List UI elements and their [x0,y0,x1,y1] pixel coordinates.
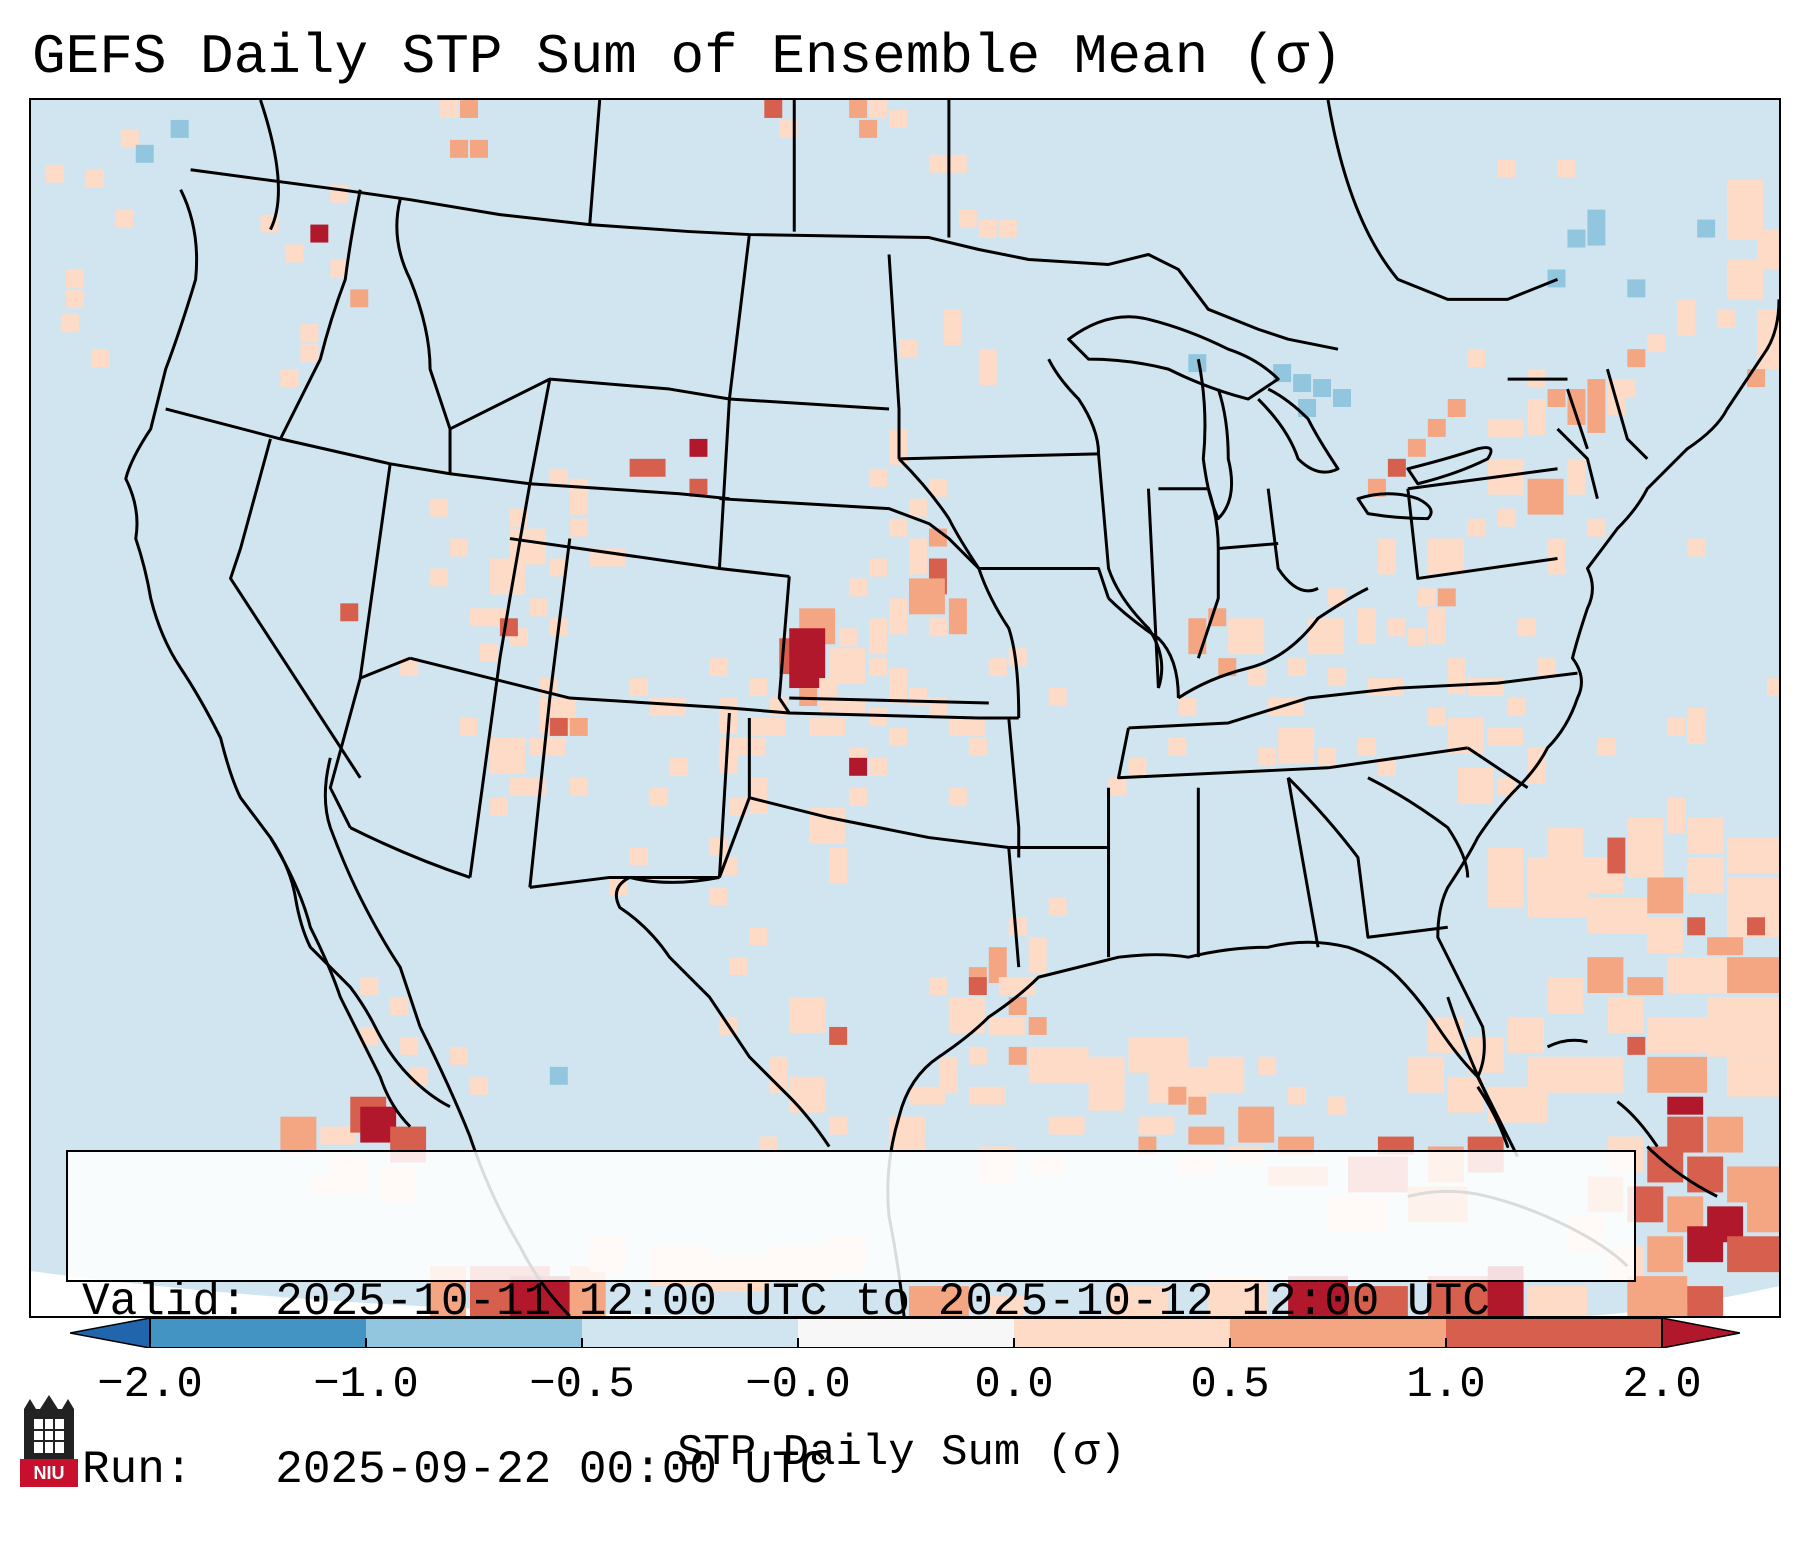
colorbar-label: STP Daily Sum (σ) [677,1428,1126,1478]
map-panel [29,98,1781,1318]
colorbar-tick-marks [149,1338,1663,1348]
off-globe-area [31,1271,730,1316]
colorbar-svg [70,1318,1740,1348]
map-title: GEFS Daily STP Sum of Ensemble Mean (σ) [32,25,1343,89]
colorbar-bin [1014,1318,1230,1348]
colorbar-bin [582,1318,798,1348]
map-canvas [31,100,1779,1316]
colorbar-over-triangle [1661,1318,1740,1348]
colorbar-tick-label: −0.5 [529,1360,635,1410]
map-outlines [124,100,1779,1316]
niu-tower-icon [20,1395,78,1487]
anomaly-cells [45,100,1779,1316]
colorbar-under-triangle [70,1318,151,1348]
info-box: Valid: 2025-10-11 12:00 UTC to 2025-10-1… [66,1150,1636,1496]
colorbar-tick-label: −2.0 [97,1360,203,1410]
colorbar-bin [1446,1318,1662,1348]
colorbar-tick-label: −0.0 [745,1360,851,1410]
colorbar-tick-label: 2.0 [1622,1360,1702,1410]
colorbar-tick-label: −1.0 [313,1360,419,1410]
colorbar-ticks: −2.0 −1.0 −0.5 −0.0 0.0 0.5 1.0 2.0 [0,1360,1803,1410]
colorbar-tick-label: 1.0 [1406,1360,1486,1410]
colorbar-bin [798,1318,1014,1348]
colorbar-bin [150,1318,366,1348]
colorbar-bin [366,1318,582,1348]
colorbar [70,1318,1740,1348]
niu-logo: NIU [20,1395,78,1491]
niu-logo-text: NIU [33,1463,65,1483]
colorbar-bin [1230,1318,1446,1348]
run-time-text: Run: 2025-09-22 00:00 UTC [82,1444,828,1496]
colorbar-tick-label: 0.5 [1190,1360,1270,1410]
off-globe-area [1587,1286,1779,1316]
colorbar-tick-label: 0.0 [974,1360,1054,1410]
